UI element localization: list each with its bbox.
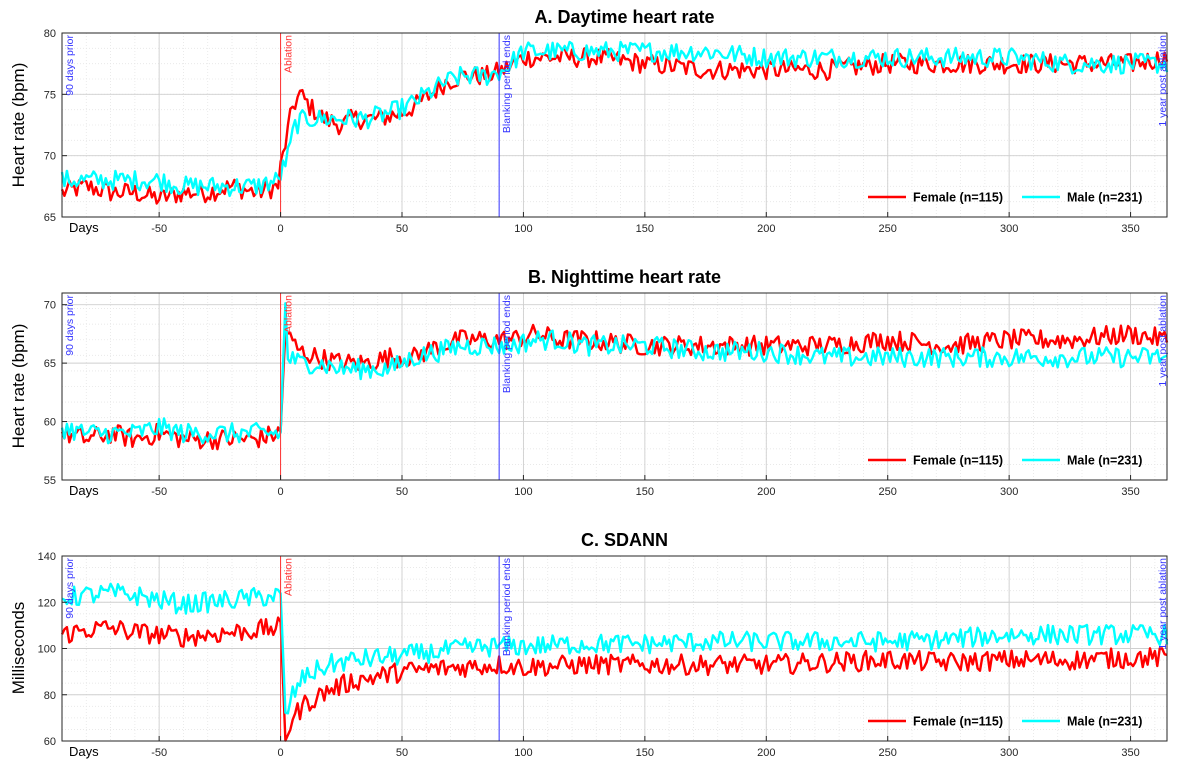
y-axis-label: Heart rate (bpm) [9,63,28,188]
y-tick-label: 120 [38,597,56,609]
blanking-line-label: Blanking period ends [501,558,513,656]
series-line-female [60,616,1168,742]
series-line-male [61,582,1169,715]
x-tick-label: 300 [1000,486,1018,498]
x-tick-label: 50 [396,486,408,498]
series-line-male [60,40,1169,198]
legend-label-female: Female (n=115) [913,191,1003,205]
y-tick-label: 60 [44,417,56,429]
x-tick-label: 350 [1121,223,1139,235]
x-tick-label: 250 [879,223,897,235]
legend: Female (n=115) Male (n=231) [868,454,1142,468]
prior-line-label: 90 days prior [64,35,76,96]
ablation-line-label: Ablation [283,558,295,596]
legend-label-female: Female (n=115) [913,454,1003,468]
legend-label-female: Female (n=115) [913,715,1003,729]
chart-title: C. SDANN [581,530,668,550]
ablation-line-label: Ablation [283,35,295,73]
x-axis-label: Days [69,483,99,498]
y-axis-label: Heart rate (bpm) [9,324,28,449]
x-tick-label: 350 [1121,486,1139,498]
x-tick-label: -50 [151,223,167,235]
axes-box [61,32,1168,218]
legend: Female (n=115) Male (n=231) [868,191,1142,205]
x-tick-label: 100 [514,747,532,759]
y-axis-label: Milliseconds [9,602,28,695]
post-line-label: 1 year post ablation [1157,35,1169,127]
x-tick-label: 200 [757,747,775,759]
x-tick-label: 150 [636,223,654,235]
ablation-line-label: Ablation [283,295,295,333]
y-tick-label: 75 [44,89,56,101]
y-tick-label: 65 [44,358,56,370]
y-tick-label: 70 [44,151,56,163]
series-line-male [60,302,1168,445]
x-tick-label: 200 [757,486,775,498]
x-tick-label: 50 [396,747,408,759]
x-tick-label: 300 [1000,223,1018,235]
x-tick-label: 350 [1121,747,1139,759]
prior-line-label: 90 days prior [64,295,76,356]
legend-label-male: Male (n=231) [1067,191,1142,205]
post-line-label: 1 year post ablation [1157,558,1169,650]
x-tick-label: 0 [278,486,284,498]
chart-panel-2: B. Nighttime heart rate 90 days prior Abla… [9,267,1169,498]
x-tick-label: 50 [396,223,408,235]
legend-label-male: Male (n=231) [1067,454,1142,468]
post-line-label: 1 year post ablation [1157,295,1169,387]
chart-panel-1: A. Daytime heart rate 90 days prior Ablati… [9,7,1169,235]
x-tick-label: 150 [636,747,654,759]
y-tick-label: 70 [44,300,56,312]
legend-label-male: Male (n=231) [1067,715,1142,729]
y-tick-label: 100 [38,644,56,656]
y-tick-label: 65 [44,212,56,224]
x-tick-label: 100 [514,223,532,235]
x-tick-label: -50 [151,747,167,759]
x-tick-label: 250 [879,486,897,498]
x-tick-label: 0 [278,223,284,235]
axes-box [61,292,1168,481]
x-tick-label: 300 [1000,747,1018,759]
prior-line-label: 90 days prior [64,558,76,619]
chart-title: A. Daytime heart rate [534,7,714,27]
legend: Female (n=115) Male (n=231) [868,715,1142,729]
chart-panel-3: C. SDANN 90 days prior Ablation Blanking pe… [9,530,1169,759]
chart-title: B. Nighttime heart rate [528,267,721,287]
y-tick-label: 80 [44,690,56,702]
y-tick-label: 55 [44,475,56,487]
x-tick-label: 0 [278,747,284,759]
y-tick-label: 140 [38,551,56,563]
x-axis-label: Days [69,220,99,235]
x-tick-label: 250 [879,747,897,759]
blanking-line-label: Blanking period ends [501,295,513,393]
series-line-female [60,46,1169,205]
y-tick-label: 60 [44,736,56,748]
x-tick-label: -50 [151,486,167,498]
y-tick-label: 80 [44,28,56,40]
x-tick-label: 100 [514,486,532,498]
blanking-line-label: Blanking period ends [501,35,513,133]
x-axis-label: Days [69,744,99,759]
x-tick-label: 200 [757,223,775,235]
x-tick-label: 150 [636,486,654,498]
